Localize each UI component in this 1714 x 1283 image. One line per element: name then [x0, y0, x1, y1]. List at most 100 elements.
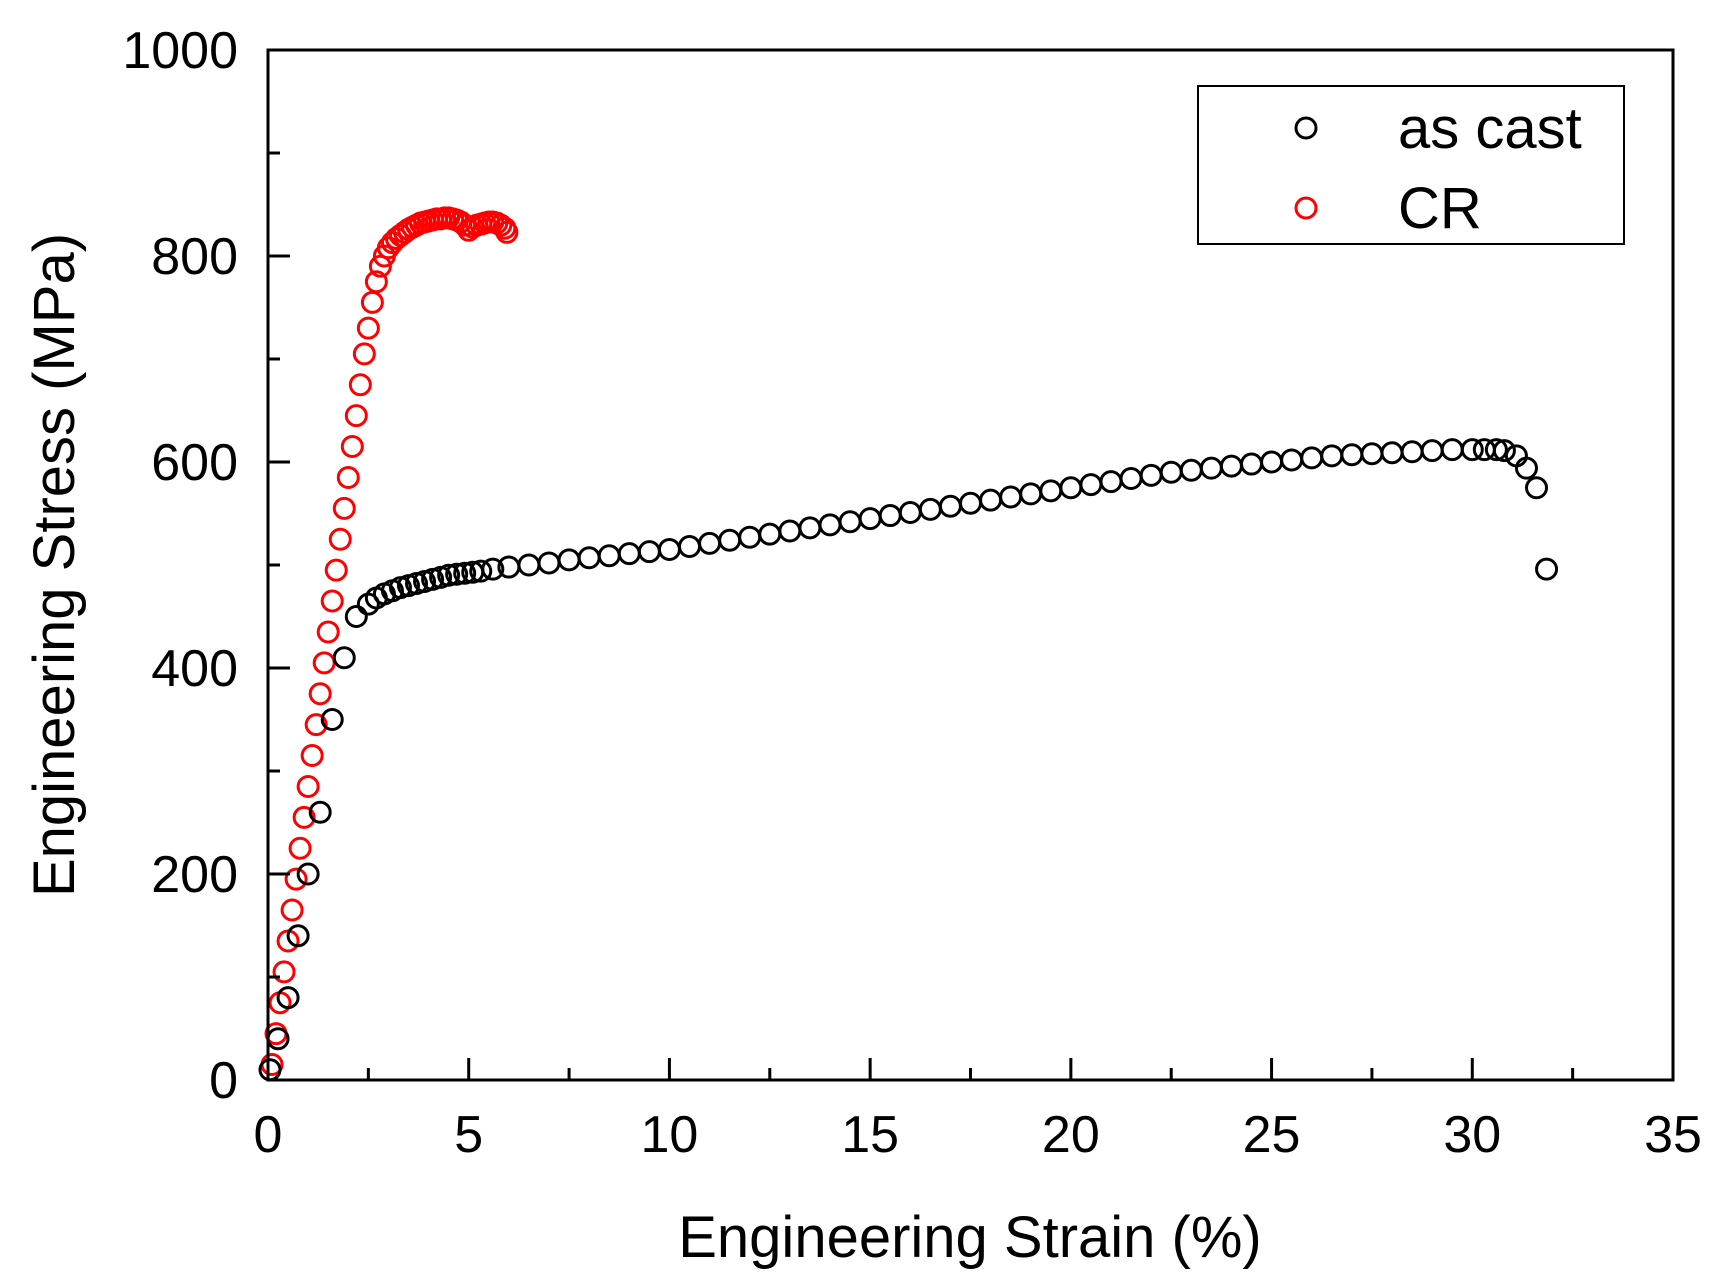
- cr-point: [352, 342, 376, 366]
- as-cast-point: [898, 500, 922, 524]
- legend-label-as-cast: as cast: [1398, 96, 1582, 161]
- series-as-cast-markers: [258, 438, 1559, 1082]
- cr-point: [284, 867, 308, 891]
- as-cast-point: [557, 548, 581, 572]
- as-cast-point: [1420, 439, 1444, 463]
- cr-point: [332, 496, 356, 520]
- x-tick-label: 35: [1644, 1106, 1702, 1164]
- as-cast-point: [999, 485, 1023, 509]
- cr-point: [312, 651, 336, 675]
- as-cast-point: [979, 488, 1003, 512]
- as-cast-point: [1099, 470, 1123, 494]
- cr-point: [340, 435, 364, 459]
- as-cast-point: [320, 708, 344, 731]
- as-cast-point: [1039, 479, 1063, 503]
- x-tick-label: 30: [1443, 1106, 1501, 1164]
- as-cast-point: [453, 561, 477, 585]
- as-cast-point: [838, 510, 862, 534]
- y-tick-label: 200: [151, 846, 238, 904]
- as-cast-point: [1535, 557, 1559, 581]
- as-cast-point: [878, 504, 902, 528]
- x-tick-label: 0: [254, 1106, 283, 1164]
- cr-point: [336, 465, 360, 489]
- legend-label-cr: CR: [1398, 176, 1482, 241]
- cr-point: [308, 682, 332, 706]
- as-cast-point: [1199, 456, 1223, 480]
- cr-point: [328, 527, 352, 551]
- as-cast-point: [617, 542, 641, 566]
- cr-point: [364, 270, 388, 294]
- as-cast-point: [308, 800, 332, 824]
- as-cast-point: [1440, 438, 1464, 462]
- cr-point: [360, 290, 384, 314]
- x-tick-label: 10: [641, 1106, 699, 1164]
- as-cast-point: [537, 551, 561, 575]
- as-cast-point: [597, 544, 621, 568]
- as-cast-point: [678, 534, 701, 558]
- as-cast-point: [718, 528, 742, 552]
- x-tick-label: 20: [1042, 1106, 1100, 1164]
- legend-box: [1197, 85, 1625, 245]
- y-tick-label: 800: [151, 228, 238, 286]
- as-cast-point: [1159, 460, 1183, 484]
- as-cast-point: [1360, 442, 1384, 466]
- as-cast-point: [738, 525, 762, 549]
- cr-point: [272, 960, 296, 984]
- y-tick-label: 600: [151, 434, 238, 492]
- as-cast-point: [1079, 473, 1103, 497]
- as-cast-point: [1240, 452, 1263, 476]
- as-cast-point: [798, 516, 822, 540]
- as-cast-point: [778, 519, 802, 543]
- x-tick-label: 5: [454, 1106, 483, 1164]
- as-cast-point: [758, 522, 782, 546]
- as-cast-point: [1139, 463, 1163, 487]
- legend-marker-cr: [1294, 196, 1318, 220]
- as-cast-point: [1019, 482, 1043, 506]
- as-cast-point: [1119, 466, 1143, 490]
- as-cast-point: [344, 605, 368, 628]
- as-cast-point: [858, 507, 882, 531]
- y-axis-title: Engineering Stress (MPa): [22, 233, 87, 897]
- as-cast-point: [276, 986, 300, 1010]
- as-cast-point: [698, 531, 722, 555]
- cr-point: [495, 220, 519, 244]
- as-cast-point: [1059, 476, 1083, 500]
- cr-point: [280, 898, 304, 922]
- legend: as cast CR: [1197, 85, 1625, 245]
- cr-point: [344, 404, 368, 428]
- as-cast-point: [1260, 450, 1284, 474]
- cr-point: [316, 620, 340, 644]
- legend-marker-as-cast: [1294, 116, 1318, 140]
- as-cast-point: [1300, 446, 1324, 470]
- y-tick-label: 400: [151, 640, 238, 698]
- cr-point: [368, 254, 392, 278]
- axis-tick-labels: 0 5 10 15 20 25 30 35 0 200 400 600 800 1000: [122, 22, 1702, 1164]
- cr-point: [324, 558, 348, 582]
- y-tick-label: 0: [209, 1052, 238, 1110]
- cr-point: [489, 213, 513, 237]
- cr-point: [296, 774, 320, 798]
- as-cast-point: [1400, 440, 1424, 464]
- axis-ticks: [266, 48, 1675, 1082]
- cr-point: [292, 805, 316, 829]
- as-cast-point: [469, 559, 493, 583]
- as-cast-point: [1179, 458, 1203, 482]
- as-cast-point: [959, 491, 982, 515]
- cr-point: [356, 316, 380, 340]
- as-cast-point: [437, 563, 461, 587]
- as-cast-point: [1484, 438, 1508, 462]
- as-cast-point: [1460, 438, 1484, 462]
- as-cast-point: [1280, 448, 1304, 472]
- as-cast-point: [332, 646, 356, 670]
- as-cast-point: [296, 862, 320, 886]
- as-cast-point: [938, 494, 962, 518]
- as-cast-point: [637, 540, 661, 564]
- as-cast-point: [577, 546, 601, 570]
- cr-point: [304, 713, 328, 737]
- as-cast-point: [1219, 454, 1243, 478]
- x-tick-label: 25: [1243, 1106, 1301, 1164]
- x-tick-label: 15: [841, 1106, 899, 1164]
- as-cast-point: [918, 497, 942, 521]
- as-cast-point: [1340, 443, 1364, 467]
